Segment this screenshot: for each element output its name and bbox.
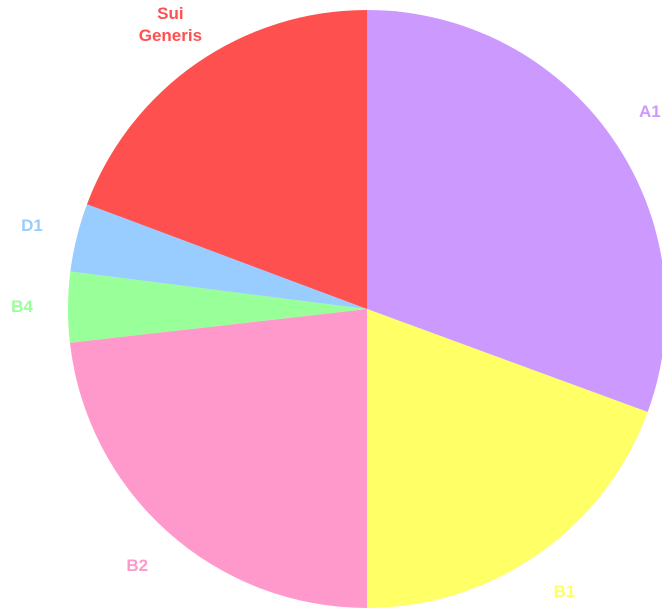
slice-label: Sui Generis — [138, 4, 203, 46]
pie-slice — [70, 204, 368, 309]
pie-slice — [86, 10, 367, 309]
slice-label: B2 — [126, 556, 149, 576]
slice-label: A1 — [639, 101, 661, 121]
slice-label: B1 — [553, 581, 576, 601]
pie-slice — [367, 309, 648, 608]
slice-label: B4 — [11, 296, 33, 316]
slice-label: D1 — [21, 216, 43, 236]
pie-slice — [367, 10, 662, 413]
pie-slice — [69, 309, 367, 608]
pie-slice — [68, 271, 367, 343]
